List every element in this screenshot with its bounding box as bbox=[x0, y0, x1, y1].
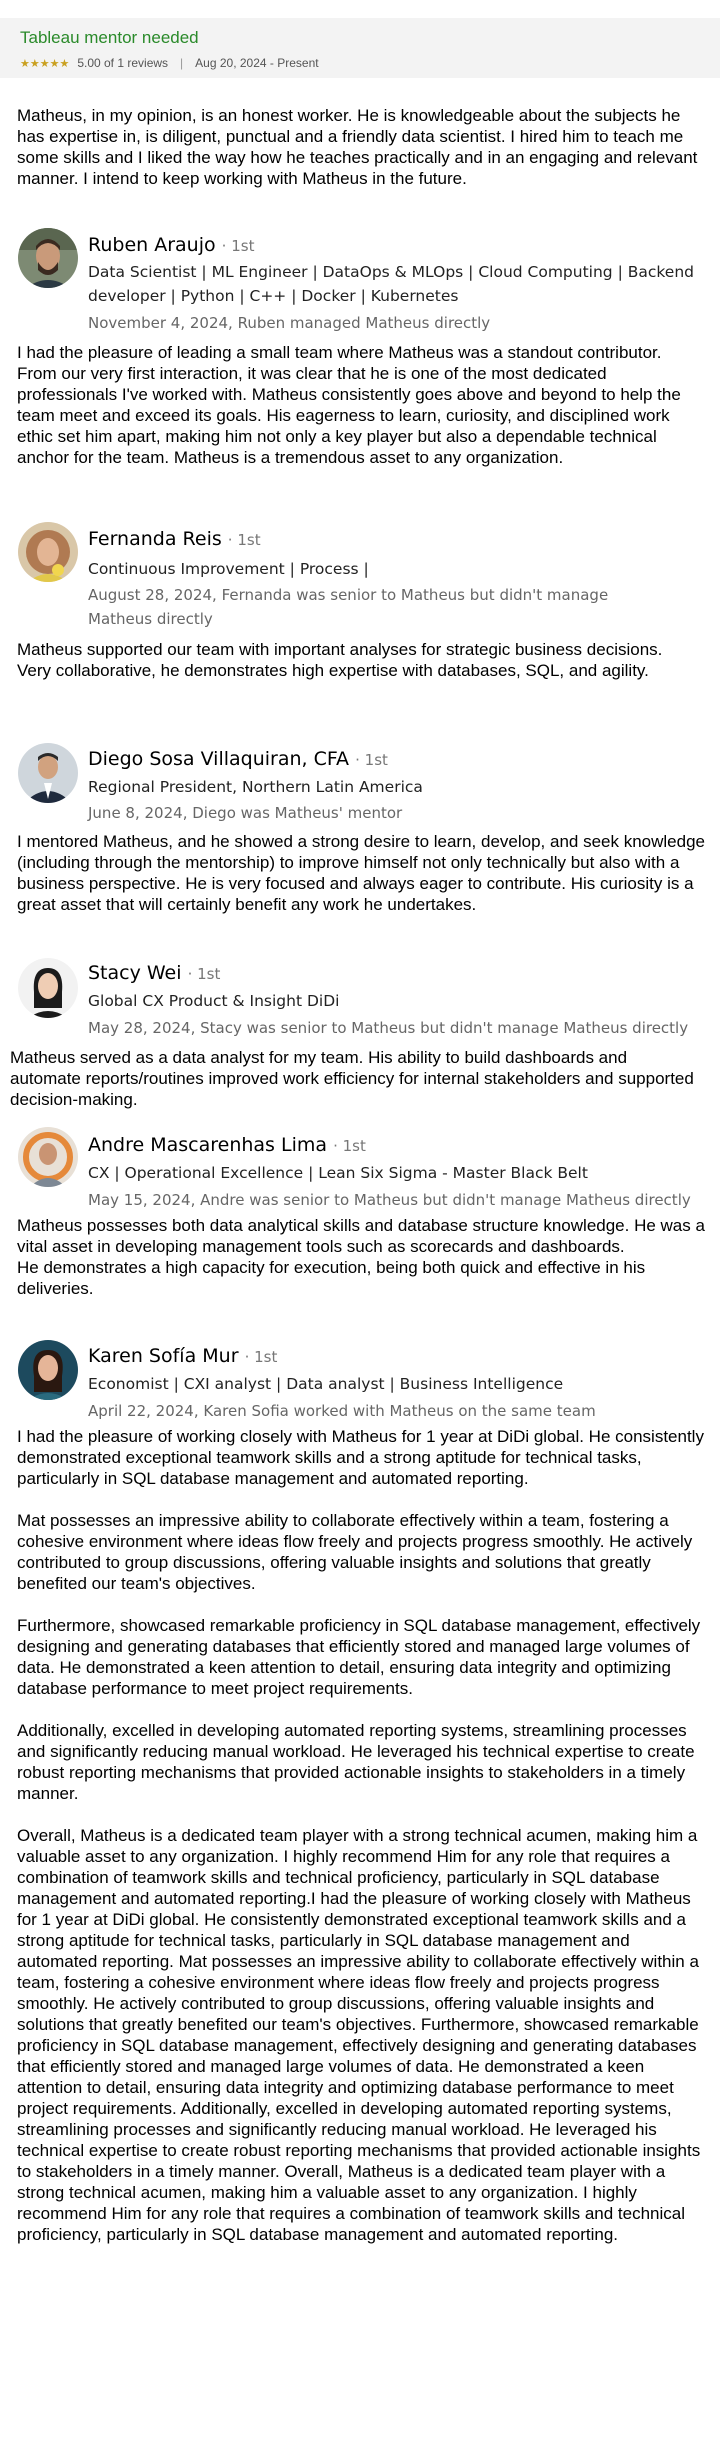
recommendation-text: I had the pleasure of leading a small te… bbox=[17, 343, 681, 467]
recommendation-meta: November 4, 2024, Ruben managed Matheus … bbox=[88, 314, 491, 332]
recommender-headline: Regional President, Northern Latin Ameri… bbox=[88, 778, 423, 796]
connection-degree: · 1st bbox=[333, 1137, 366, 1155]
avatar-image bbox=[18, 522, 78, 582]
recommender-name-text: Stacy Wei bbox=[88, 962, 182, 984]
avatar-fernanda[interactable] bbox=[18, 522, 78, 582]
avatar-ruben[interactable] bbox=[18, 228, 78, 288]
divider: | bbox=[180, 56, 184, 70]
connection-degree: · 1st bbox=[227, 531, 261, 549]
recommendation-meta: August 28, 2024, Fernanda was senior to … bbox=[88, 586, 609, 628]
recommendation-text: Matheus possesses both data analytical s… bbox=[17, 1216, 705, 1298]
recommender-headline: Global CX Product & Insight DiDi bbox=[88, 992, 340, 1010]
recommendation-text: Matheus served as a data analyst for my … bbox=[10, 1048, 694, 1109]
avatar-image bbox=[18, 1340, 78, 1400]
connection-degree: · 1st bbox=[244, 1348, 278, 1366]
project-title[interactable]: Tableau mentor needed bbox=[20, 28, 199, 47]
recommender-headline: CX | Operational Excellence | Lean Six S… bbox=[88, 1164, 588, 1182]
rating-row: ★★★★★ 5.00 of 1 reviews | Aug 20, 2024 -… bbox=[20, 56, 319, 70]
recommender-headline: Economist | CXI analyst | Data analyst |… bbox=[88, 1375, 564, 1393]
recommender-name[interactable]: Fernanda Reis · 1st bbox=[88, 528, 261, 550]
recommendation-meta: May 28, 2024, Stacy was senior to Matheu… bbox=[88, 1019, 689, 1037]
avatar-stacy[interactable] bbox=[18, 958, 78, 1018]
recommender-name-text: Ruben Araujo bbox=[88, 234, 216, 256]
recommendation-text: I mentored Matheus, and he showed a stro… bbox=[17, 832, 705, 914]
recommendation-meta: June 8, 2024, Diego was Matheus' mentor bbox=[88, 804, 403, 822]
avatar-karen[interactable] bbox=[18, 1340, 78, 1400]
connection-degree: · 1st bbox=[355, 751, 388, 769]
recommender-headline: Data Scientist | ML Engineer | DataOps &… bbox=[88, 263, 694, 305]
recommendation-meta: May 15, 2024, Andre was senior to Matheu… bbox=[88, 1191, 691, 1209]
project-review-text: Matheus, in my opinion, is an honest wor… bbox=[17, 106, 698, 188]
project-date-range: Aug 20, 2024 - Present bbox=[195, 56, 319, 70]
recommendation-text: I had the pleasure of working closely wi… bbox=[17, 1427, 704, 2244]
recommender-name-text: Karen Sofía Mur bbox=[88, 1345, 239, 1367]
recommender-name[interactable]: Diego Sosa Villaquiran, CFA · 1st bbox=[88, 748, 388, 770]
connection-degree: · 1st bbox=[187, 965, 221, 983]
recommender-name-text: Fernanda Reis bbox=[88, 528, 222, 550]
recommender-name[interactable]: Ruben Araujo · 1st bbox=[88, 234, 254, 256]
recommender-headline: Continuous Improvement | Process | bbox=[88, 560, 369, 578]
rating-score: 5.00 of 1 reviews bbox=[77, 56, 169, 70]
project-review-header: Tableau mentor needed ★★★★★ 5.00 of 1 re… bbox=[0, 18, 720, 78]
recommender-name-text: Andre Mascarenhas Lima bbox=[88, 1134, 328, 1156]
recommender-name[interactable]: Karen Sofía Mur · 1st bbox=[88, 1345, 277, 1367]
recommendation-meta: April 22, 2024, Karen Sofia worked with … bbox=[88, 1402, 596, 1420]
connection-degree: · 1st bbox=[221, 237, 255, 255]
recommender-name-text: Diego Sosa Villaquiran, CFA bbox=[88, 748, 350, 770]
recommender-name[interactable]: Andre Mascarenhas Lima · 1st bbox=[88, 1134, 366, 1156]
avatar-andre[interactable] bbox=[18, 1127, 78, 1187]
avatar-diego[interactable] bbox=[18, 743, 78, 803]
avatar-image bbox=[18, 958, 78, 1018]
avatar-image bbox=[18, 743, 78, 803]
avatar-image bbox=[18, 1127, 78, 1187]
recommender-name[interactable]: Stacy Wei · 1st bbox=[88, 962, 220, 984]
rating-stars-icon: ★★★★★ bbox=[20, 57, 70, 70]
avatar-image bbox=[18, 228, 78, 288]
recommendation-text: Matheus supported our team with importan… bbox=[17, 640, 663, 680]
